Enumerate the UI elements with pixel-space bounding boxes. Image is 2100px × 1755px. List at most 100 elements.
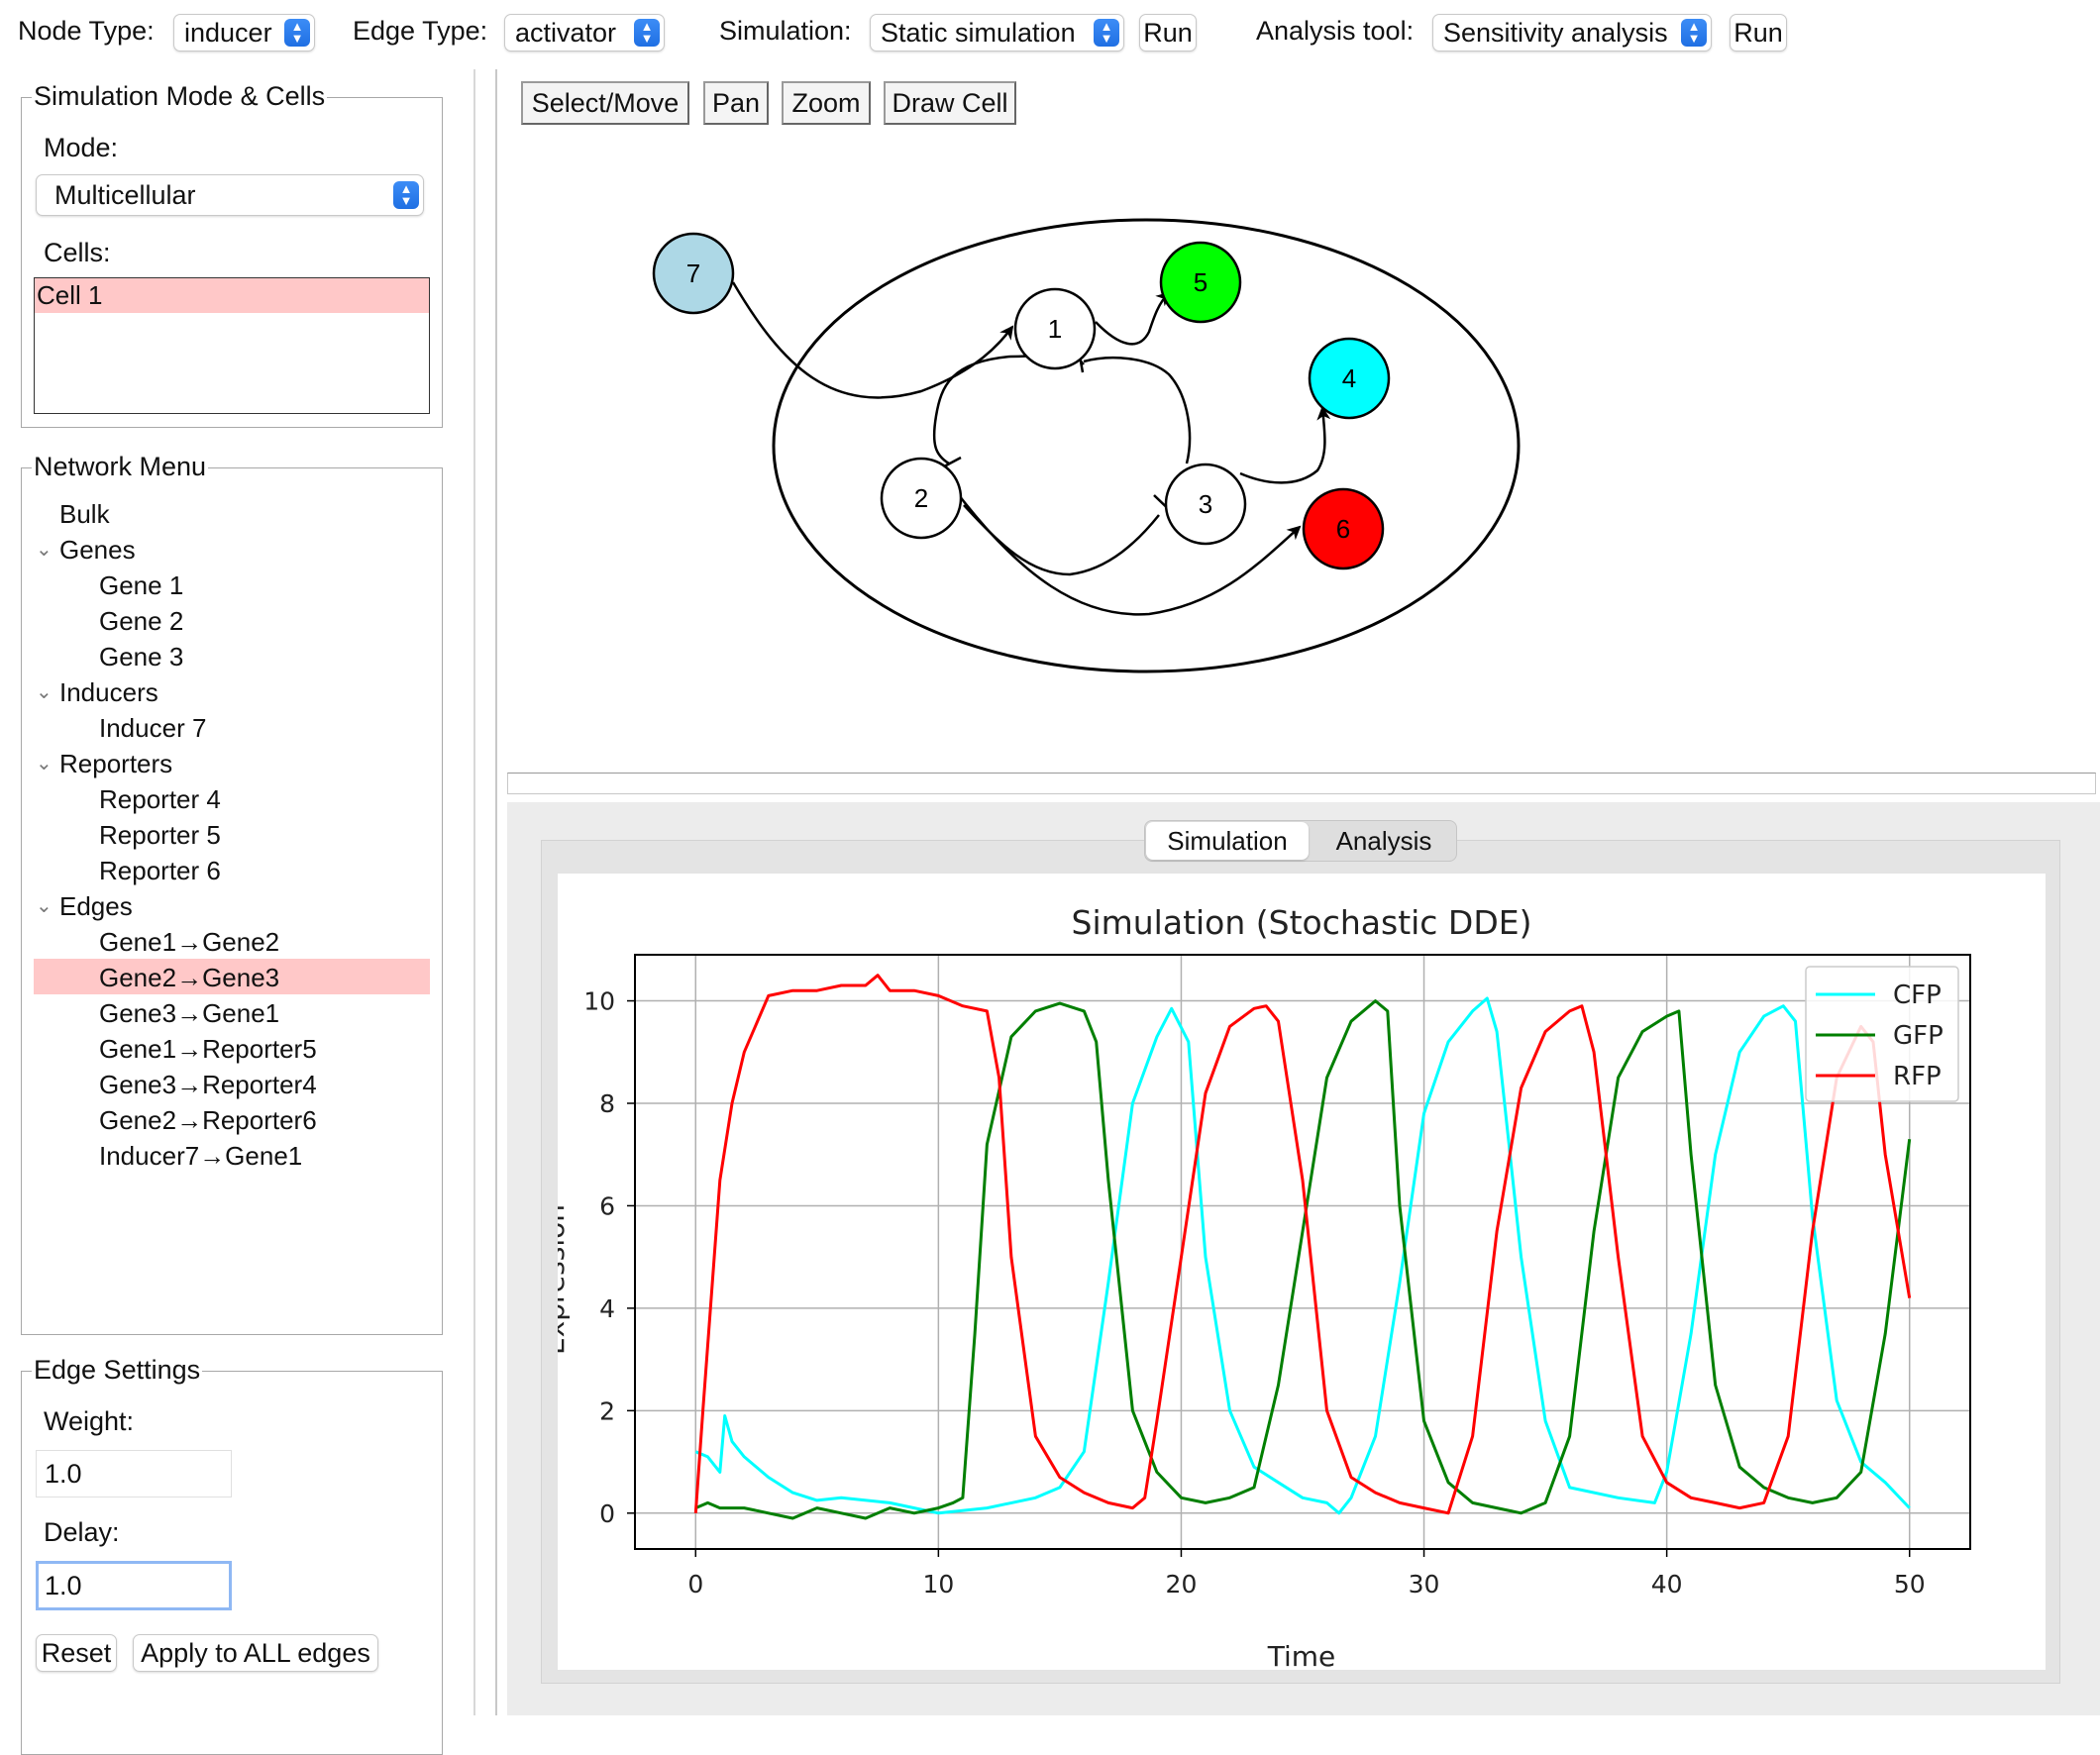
cells-list[interactable]: Cell 1 <box>34 277 430 414</box>
select-move-button[interactable]: Select/Move <box>521 81 689 125</box>
node-gene-1[interactable]: 1 <box>1013 287 1097 370</box>
node-label: 3 <box>1199 489 1212 519</box>
tree-item-reporter[interactable]: Reporter 5 <box>99 820 221 850</box>
zoom-button[interactable]: Zoom <box>782 81 871 125</box>
apply-all-edges-button[interactable]: Apply to ALL edges <box>133 1634 378 1672</box>
network-nodes[interactable]: 1 2 3 4 5 6 7 <box>652 232 1391 570</box>
edge-inducer7-gene1[interactable] <box>731 281 1014 399</box>
tree-group-edges[interactable]: Edges <box>59 891 133 921</box>
edge-gene2-reporter6[interactable] <box>958 494 1302 616</box>
node-circle[interactable] <box>1302 487 1385 570</box>
tree-group-genes[interactable]: Genes <box>59 535 136 565</box>
mode-select[interactable]: Multicellular ▲ ▼ <box>36 174 424 216</box>
edge-type-select[interactable]: activator ▲ ▼ <box>504 14 665 52</box>
select-stepper-icon: ▲ ▼ <box>393 181 419 209</box>
node-circle[interactable] <box>880 457 963 540</box>
tree-group-reporters[interactable]: Reporters <box>59 749 173 778</box>
horizontal-splitter[interactable] <box>507 773 2096 794</box>
edge-gene1-reporter5[interactable] <box>1095 291 1171 346</box>
edge-gene2-gene3[interactable] <box>963 504 1160 576</box>
analysis-tool-select[interactable]: Sensitivity analysis ▲ ▼ <box>1432 14 1712 52</box>
tree-item-edge[interactable]: Gene2→Reporter6 <box>99 1105 317 1135</box>
tab-simulation[interactable]: Simulation <box>1146 822 1309 860</box>
node-reporter-4[interactable]: 4 <box>1308 337 1391 420</box>
delay-value: 1.0 <box>45 1570 82 1600</box>
network-menu-group <box>21 467 443 1335</box>
chevron-down-icon[interactable]: ⌄ <box>36 539 52 561</box>
node-reporter-6[interactable]: 6 <box>1302 487 1385 570</box>
draw-cell-button[interactable]: Draw Cell <box>884 81 1016 125</box>
reset-button[interactable]: Reset <box>36 1634 117 1672</box>
cell-boundary[interactable] <box>772 218 1521 673</box>
tree-item-reporter[interactable]: Reporter 6 <box>99 856 221 885</box>
simulation-mode-title: Simulation Mode & Cells <box>32 81 328 112</box>
node-circle[interactable] <box>652 232 735 315</box>
node-circle[interactable] <box>1164 463 1247 546</box>
node-gene-3[interactable]: 3 <box>1164 463 1247 546</box>
node-label: 7 <box>686 258 700 288</box>
tree-item-gene[interactable]: Gene 1 <box>99 570 184 600</box>
panel-splitter[interactable] <box>473 69 475 1715</box>
panel-splitter[interactable] <box>495 69 497 1715</box>
series-line-cfp <box>694 996 1911 1515</box>
chevron-down-icon[interactable]: ⌄ <box>36 681 52 703</box>
node-type-select[interactable]: inducer ▲ ▼ <box>173 14 315 52</box>
tab-analysis[interactable]: Analysis <box>1335 825 1432 856</box>
node-label: 5 <box>1194 267 1208 297</box>
x-tick-label: 40 <box>1651 1570 1683 1599</box>
select-stepper-icon: ▲ ▼ <box>1681 19 1707 47</box>
tree-item-reporter[interactable]: Reporter 4 <box>99 784 221 814</box>
chevron-down-icon[interactable]: ⌄ <box>36 753 52 774</box>
tree-item-gene[interactable]: Gene 3 <box>99 642 184 671</box>
y-tick-label: 2 <box>599 1396 615 1425</box>
tree-item-edge[interactable]: Gene3→Gene1 <box>99 998 280 1028</box>
chart-title: Simulation (Stochastic DDE) <box>1072 903 1532 942</box>
analysis-tool-label: Analysis tool: <box>1256 16 1415 46</box>
cell-list-item[interactable]: Cell 1 <box>35 278 429 313</box>
node-circle[interactable] <box>1159 241 1242 324</box>
tree-item-edge[interactable]: Gene2→Gene3 <box>99 963 280 992</box>
run-simulation-button[interactable]: Run <box>1139 14 1197 52</box>
node-label: 2 <box>914 483 928 513</box>
chevron-down-icon[interactable]: ⌄ <box>36 895 52 917</box>
weight-label: Weight: <box>44 1406 135 1436</box>
mode-value: Multicellular <box>54 179 196 210</box>
tree-group-inducers[interactable]: Inducers <box>59 677 158 707</box>
node-label: 6 <box>1336 514 1350 544</box>
tree-item-edge[interactable]: Gene1→Reporter5 <box>99 1034 317 1064</box>
tree-item-edge[interactable]: Gene1→Gene2 <box>99 927 280 957</box>
network-canvas[interactable]: 1 2 3 4 5 6 7 <box>0 0 2100 792</box>
tree-item-edge[interactable]: Inducer7→Gene1 <box>99 1141 303 1171</box>
delay-field[interactable]: 1.0 <box>36 1561 232 1610</box>
analysis-tool-value: Sensitivity analysis <box>1443 17 1668 48</box>
legend-box <box>1805 966 1959 1102</box>
tree-item-gene[interactable]: Gene 2 <box>99 606 184 636</box>
chart-series <box>693 974 1912 1520</box>
node-circle[interactable] <box>1013 287 1097 370</box>
tree-item-bulk[interactable]: Bulk <box>59 499 110 529</box>
node-inducer-7[interactable]: 7 <box>652 232 735 315</box>
select-stepper-icon: ▲ ▼ <box>634 19 660 47</box>
tree-item-inducer[interactable]: Inducer 7 <box>99 713 207 743</box>
tree-item-edge[interactable]: Gene3→Reporter4 <box>99 1070 317 1099</box>
run-analysis-button[interactable]: Run <box>1730 14 1787 52</box>
chart-grid <box>635 955 1970 1549</box>
tree-item-edge-selected[interactable] <box>34 959 430 994</box>
y-tick-label: 8 <box>599 1089 615 1118</box>
simulation-label: Simulation: <box>719 16 852 46</box>
node-circle[interactable] <box>1308 337 1391 420</box>
edge-gene3-reporter4[interactable] <box>1239 406 1331 484</box>
chart-ticks: 0 10 20 30 40 50 0 2 4 6 8 10 <box>583 987 1925 1599</box>
edge-gene1-gene2[interactable] <box>932 353 1085 465</box>
node-reporter-5[interactable]: 5 <box>1159 241 1242 324</box>
pan-button[interactable]: Pan <box>703 81 769 125</box>
node-type-value: inducer <box>184 17 272 48</box>
y-tick-label: 10 <box>583 987 615 1016</box>
node-gene-2[interactable]: 2 <box>880 457 963 540</box>
weight-field[interactable]: 1.0 <box>36 1450 232 1497</box>
y-axis-label: Expression <box>558 1204 571 1355</box>
edge-gene3-gene1[interactable] <box>1083 357 1192 465</box>
simulation-chart[interactable]: Simulation (Stochastic DDE) 0 10 20 30 40 500… <box>558 874 2046 1670</box>
simulation-select[interactable]: Static simulation ▲ ▼ <box>870 14 1124 52</box>
mode-label: Mode: <box>44 133 119 162</box>
